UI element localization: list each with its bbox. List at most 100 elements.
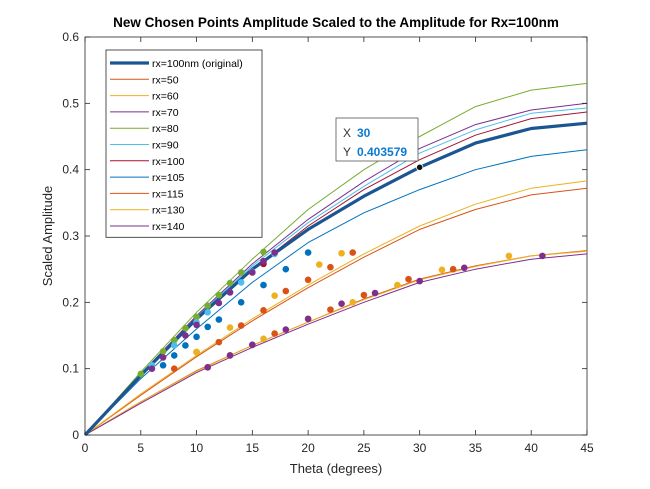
legend-label: rx=130 <box>152 205 185 217</box>
x-tick-label: 0 <box>82 441 89 455</box>
data-point <box>260 257 267 265</box>
series-layer <box>83 82 588 437</box>
data-point <box>315 261 323 268</box>
data-point <box>271 292 278 300</box>
x-tick-label: 10 <box>190 441 204 455</box>
data-point <box>182 332 189 339</box>
data-point <box>215 338 223 346</box>
data-point <box>304 276 312 284</box>
legend-label: rx=90 <box>152 140 179 152</box>
data-point <box>349 249 357 256</box>
x-axis-label: Theta (degrees) <box>290 461 383 476</box>
data-point <box>193 333 200 341</box>
data-point <box>304 315 312 323</box>
series-line-rx-80 <box>84 82 588 436</box>
datatip-marker <box>416 163 424 171</box>
data-point <box>539 252 546 260</box>
data-point <box>416 277 423 285</box>
data-point <box>371 289 379 297</box>
y-tick-label: 0 <box>72 428 79 442</box>
data-point <box>215 299 223 307</box>
series-line-rx-140 <box>84 102 588 436</box>
legend[interactable]: rx=100nm (original) rx=50 rx=60 rx=70 rx=80 r… <box>105 49 263 238</box>
legend-label: rx=105 <box>152 172 185 184</box>
legend-box <box>105 49 263 238</box>
data-point <box>170 342 178 349</box>
y-tick-label: 0.5 <box>62 96 79 110</box>
legend-label: rx=80 <box>152 123 179 135</box>
series-line-rx-70 <box>84 253 588 436</box>
x-tick-label: 5 <box>137 441 144 455</box>
series-line-rx-60 <box>84 250 588 436</box>
data-point <box>282 287 290 295</box>
series-line-rx-115 <box>84 187 588 436</box>
data-point <box>327 263 334 271</box>
data-point <box>204 323 212 331</box>
data-point <box>249 341 256 349</box>
data-point <box>282 326 290 333</box>
x-tick-label: 45 <box>580 441 594 455</box>
data-point <box>249 269 256 276</box>
ticks-layer: 0 5 10 15 20 25 30 35 40 45 0 0.1 0.2 0.3 0.4 0.5 0.6 <box>62 30 594 455</box>
legend-label: rx=100 <box>152 156 185 168</box>
datatip-y-key: Y <box>343 145 351 159</box>
data-point <box>226 279 234 287</box>
series-line-rx-100nm-original- <box>83 121 588 437</box>
data-point <box>193 348 200 356</box>
data-point <box>449 265 457 273</box>
y-tick-label: 0.1 <box>62 362 79 376</box>
data-point <box>338 249 345 257</box>
data-point <box>271 249 278 256</box>
data-point <box>327 306 334 313</box>
legend-label: rx=140 <box>152 221 185 233</box>
data-point <box>505 252 513 260</box>
data-point <box>260 281 267 289</box>
legend-label: rx=70 <box>152 107 179 119</box>
x-tick-label: 20 <box>301 441 315 455</box>
data-point <box>260 248 267 256</box>
series-line-rx-105 <box>84 149 588 436</box>
x-tick-label: 30 <box>413 441 427 455</box>
data-point <box>349 299 357 306</box>
data-point <box>405 275 412 283</box>
data-point <box>360 291 368 299</box>
datatip[interactable]: X 30 Y 0.403579 <box>335 117 424 171</box>
data-point <box>215 316 223 323</box>
data-point <box>304 249 312 256</box>
datatip-box <box>335 117 419 162</box>
data-point <box>271 330 278 337</box>
y-tick-label: 0.4 <box>62 163 79 177</box>
data-point <box>226 352 234 359</box>
x-tick-label: 25 <box>357 441 371 455</box>
y-tick-label: 0.3 <box>62 229 79 243</box>
data-point <box>148 365 156 372</box>
data-point <box>260 335 267 343</box>
datatip-x-value: 30 <box>357 126 371 140</box>
data-point <box>226 289 234 296</box>
data-point <box>193 321 200 329</box>
data-point <box>260 306 267 314</box>
data-point <box>226 324 234 331</box>
legend-label: rx=100nm (original) <box>152 58 243 70</box>
data-point <box>170 336 178 344</box>
data-point <box>137 370 145 378</box>
legend-label: rx=115 <box>152 188 184 200</box>
x-tick-label: 35 <box>469 441 483 455</box>
data-point <box>159 348 167 355</box>
data-point <box>338 300 345 307</box>
data-point <box>394 281 401 289</box>
data-point <box>193 313 200 321</box>
legend-label: rx=60 <box>152 91 179 103</box>
data-point <box>282 265 290 273</box>
legend-label: rx=50 <box>152 74 179 86</box>
marker-layer <box>137 248 546 378</box>
data-point <box>438 266 446 274</box>
y-tick-label: 0.2 <box>62 295 79 309</box>
data-point <box>237 269 245 276</box>
data-point <box>159 362 167 369</box>
chart-title: New Chosen Points Amplitude Scaled to th… <box>113 15 559 30</box>
data-point <box>460 264 468 272</box>
y-tick-label: 0.6 <box>62 30 79 44</box>
y-axis-label: Scaled Amplitude <box>40 186 55 286</box>
